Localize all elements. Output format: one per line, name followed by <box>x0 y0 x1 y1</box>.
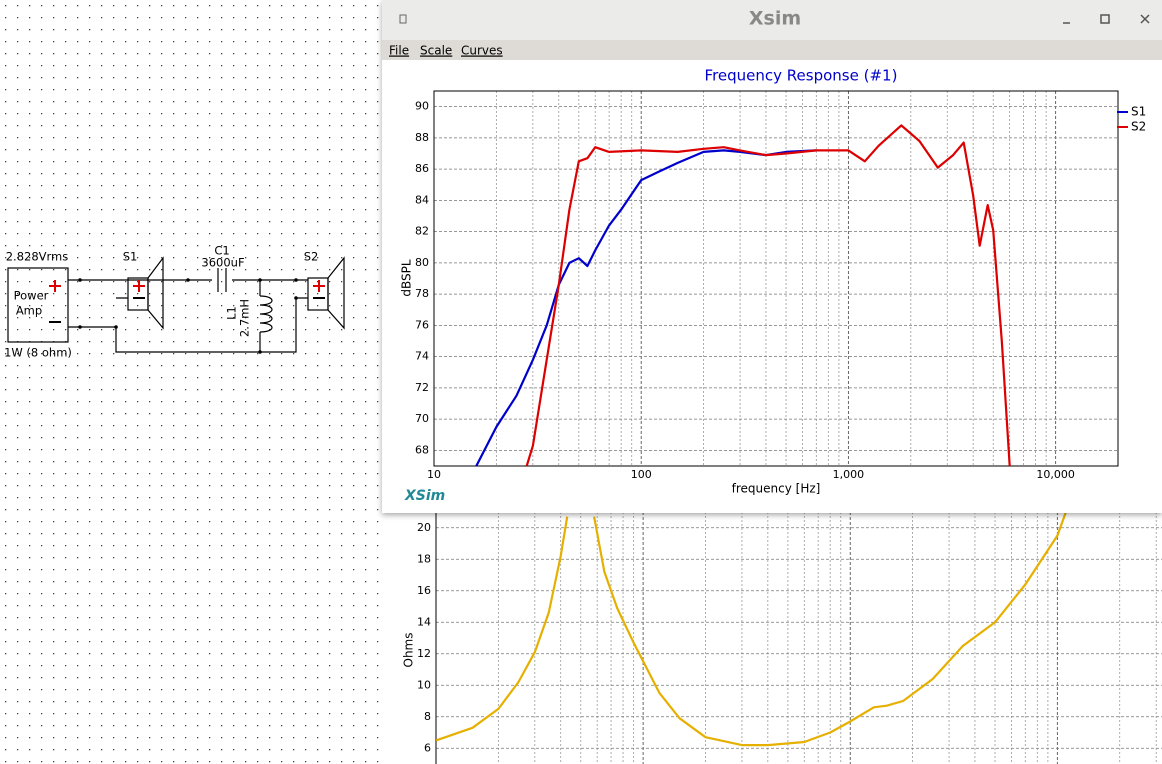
l1-label: L1 <box>225 306 239 320</box>
y-tick-label: 8 <box>424 710 431 723</box>
x-axis-label: frequency [Hz] <box>732 482 821 496</box>
y-tick-label: 86 <box>415 162 429 175</box>
schematic-grid <box>0 0 382 764</box>
y-tick-label: 90 <box>415 100 429 113</box>
plus-sign <box>133 280 145 292</box>
maximize-button[interactable] <box>1100 14 1110 24</box>
impedance-chart: 6 8 10 12 14 16 18 20 Ohms <box>402 512 1162 764</box>
title-bar <box>382 0 1162 40</box>
window-menu-icon[interactable] <box>399 14 407 24</box>
s1-label: S1 <box>123 250 138 264</box>
brand: XSim <box>404 488 445 504</box>
source-label: 2.828Vrms <box>6 250 69 264</box>
c1-label: C1 <box>214 244 229 258</box>
series-line <box>525 124 1011 466</box>
menu-item[interactable]: File <box>389 44 409 58</box>
speaker-cone <box>327 256 345 330</box>
chart-title: Frequency Response (#1) <box>705 67 898 85</box>
x-tick-label: 100 <box>631 468 652 481</box>
plus-sign <box>313 280 325 292</box>
y-tick-label: 88 <box>415 131 429 144</box>
menu-bar <box>382 40 1162 60</box>
plus-sign <box>49 280 61 292</box>
y-tick-label: 18 <box>417 552 431 565</box>
y-tick-label: 68 <box>415 443 429 456</box>
y-tick-label: 82 <box>415 225 429 238</box>
y-tick-label: 76 <box>415 318 429 331</box>
capacitor <box>217 268 227 292</box>
y-tick-label: 20 <box>417 521 431 534</box>
schematic: Power Amp 2.828Vrms 1W (8 ohm) S1 C1 360… <box>4 244 345 360</box>
amp-label: Amp <box>16 304 42 318</box>
x-tick-label: 10 <box>427 468 441 481</box>
window-frame <box>382 0 1162 513</box>
x-tick-label: 10,000 <box>1036 468 1075 481</box>
inductor <box>259 295 273 333</box>
l1-value: 2.7mH <box>238 299 252 337</box>
c1-value: 3600uF <box>201 256 244 270</box>
menu-item[interactable]: Curves <box>461 44 503 58</box>
window-title: Xsim <box>749 8 801 30</box>
s2-label: S2 <box>304 250 319 264</box>
amp-power: 1W (8 ohm) <box>4 346 72 360</box>
amp-box <box>7 267 69 343</box>
legend-label: S1 <box>1131 105 1146 119</box>
frequency-chart: 10 100 1,000 10,000 68 70 72 74 76 78 80 82 84 86 88 90… <box>400 67 1147 496</box>
y-tick-label: 10 <box>417 678 431 691</box>
y-tick-label: 16 <box>417 584 431 597</box>
close-button[interactable] <box>1140 14 1150 24</box>
y-tick-label: 78 <box>415 287 429 300</box>
y-tick-label: 70 <box>415 412 429 425</box>
plot-frame <box>433 90 1119 467</box>
x-tick-label: 1,000 <box>833 468 865 481</box>
junctions <box>78 278 298 354</box>
y-axis-label: Ohms <box>402 633 416 668</box>
y-tick-label: 74 <box>415 350 429 363</box>
y-tick-label: 72 <box>415 381 429 394</box>
y-tick-label: 6 <box>424 741 431 754</box>
amp-label: Power <box>14 289 49 303</box>
speaker-cone <box>147 256 164 330</box>
xsim-window: Xsim File Scale Curves XSim <box>382 0 1162 513</box>
series-line <box>475 149 817 466</box>
legend-label: S2 <box>1131 120 1146 134</box>
menu-item[interactable]: Scale <box>420 44 452 58</box>
series-line <box>436 512 1067 747</box>
y-tick-label: 14 <box>417 615 431 628</box>
y-axis-label: dBSPL <box>400 259 414 296</box>
y-tick-label: 84 <box>415 193 429 206</box>
y-tick-label: 12 <box>417 647 431 660</box>
y-tick-label: 80 <box>415 256 429 269</box>
impedance-panel <box>383 512 1162 764</box>
